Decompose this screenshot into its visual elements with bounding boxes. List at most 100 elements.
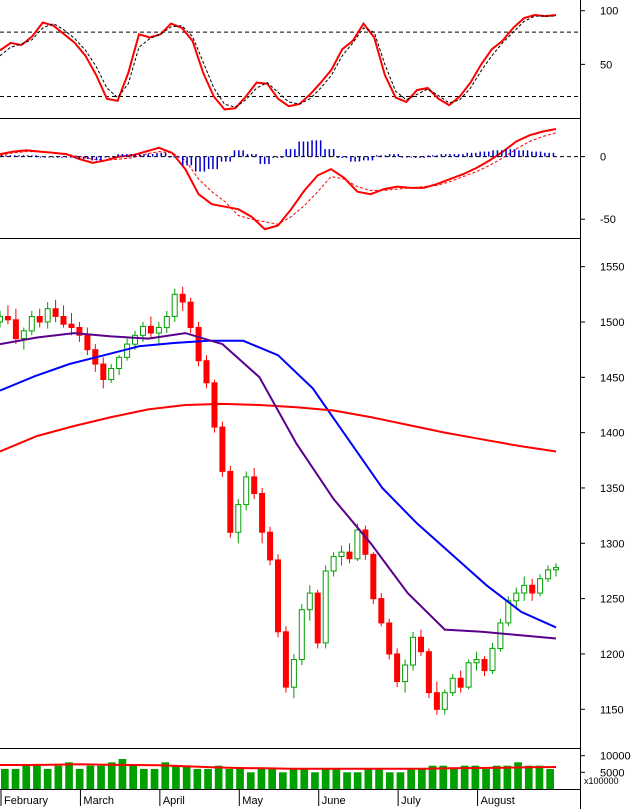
macd-histogram-bar — [259, 156, 262, 165]
price-panel — [0, 286, 559, 715]
price-tick-label: 1350 — [600, 483, 624, 495]
stoch-tick-label: 50 — [600, 59, 612, 71]
macd-histogram-bar — [281, 156, 283, 158]
volume-bar — [225, 769, 234, 789]
macd-histogram-bar — [233, 150, 236, 157]
candle-body — [457, 677, 464, 688]
macd-histogram-bar — [91, 156, 93, 161]
macd-histogram-bar — [87, 156, 89, 160]
moving-average-2 — [0, 332, 557, 640]
macd-histogram-bar — [505, 149, 507, 157]
volume-bar — [140, 769, 148, 789]
macd-histogram-bar — [164, 152, 167, 157]
candle-body — [116, 356, 123, 369]
macd-histogram-bar — [526, 150, 529, 157]
volume-bar — [107, 762, 116, 789]
macd-histogram-bar — [276, 156, 279, 158]
candle-body — [529, 584, 536, 594]
macd-histogram-bar — [160, 152, 162, 157]
macd-histogram-bar — [324, 149, 326, 157]
volume-bar — [75, 769, 84, 789]
macd-histogram-bar — [78, 156, 81, 160]
volume-bar — [246, 772, 255, 789]
macd-histogram-bar — [18, 155, 20, 157]
volume-unit-label: x100000 — [584, 776, 619, 786]
month-label: June — [322, 795, 346, 807]
macd-histogram-bar — [315, 140, 318, 157]
macd-histogram-bar — [173, 156, 175, 158]
macd-histogram-bar — [117, 154, 119, 157]
macd-histogram-bar — [31, 155, 33, 157]
macd-histogram-bar — [544, 152, 546, 157]
moving-average-0 — [0, 339, 557, 629]
volume-panel — [0, 759, 557, 789]
macd-histogram-bar — [246, 154, 249, 157]
volume-tick-label: 5000 — [600, 767, 624, 779]
macd-histogram-bar — [496, 150, 499, 157]
macd-histogram-bar — [143, 154, 145, 157]
volume-bar — [332, 769, 341, 789]
volume-bar — [279, 772, 287, 789]
macd-histogram-bar — [358, 156, 361, 162]
candle-body — [298, 609, 305, 661]
month-label: May — [242, 795, 263, 807]
volume-bar — [343, 772, 351, 789]
candle-body — [163, 316, 170, 329]
macd-histogram-bar — [268, 156, 270, 165]
candle-body — [12, 319, 19, 340]
candle-body — [553, 567, 559, 571]
macd-histogram-bar — [294, 149, 296, 157]
candle-body — [425, 651, 432, 694]
volume-bar — [150, 769, 159, 789]
candle-body — [44, 308, 51, 323]
macd-histogram-bar — [65, 156, 68, 158]
macd-histogram-bar — [410, 156, 412, 158]
volume-bar — [204, 769, 212, 789]
macd-histogram-bar — [380, 155, 382, 157]
candle-body — [473, 659, 480, 664]
candle-body — [362, 529, 369, 555]
macd-histogram-bar — [488, 151, 490, 157]
volume-bar — [22, 765, 31, 789]
candle-body — [28, 316, 35, 332]
macd-histogram-bar — [328, 149, 331, 157]
volume-bar — [11, 769, 20, 789]
candle-body — [338, 551, 345, 557]
candle-body — [36, 316, 43, 323]
macd-histogram-bar — [457, 154, 460, 157]
volume-tick-label: 10000 — [600, 751, 631, 763]
macd-histogram-bar — [121, 154, 124, 157]
macd-histogram-bar — [337, 156, 339, 158]
macd-histogram-bar — [406, 156, 408, 158]
macd-histogram-bar — [432, 155, 434, 157]
macd-histogram-bar — [345, 156, 348, 158]
stochastic-panel — [0, 13, 580, 111]
volume-bar — [418, 769, 426, 789]
price-tick-label: 1300 — [600, 538, 624, 550]
macd-histogram-bar — [5, 155, 7, 157]
volume-bar — [257, 769, 266, 789]
macd-histogram-bar — [156, 152, 158, 157]
price-tick-label: 1200 — [600, 649, 624, 661]
macd-histogram-bar — [212, 156, 214, 170]
volume-bar — [118, 759, 127, 789]
macd-histogram-bar — [126, 154, 128, 157]
macd-panel — [0, 128, 580, 231]
macd-histogram-bar — [539, 151, 542, 157]
macd-histogram-bar — [138, 154, 141, 157]
macd-histogram-bar — [134, 154, 137, 157]
volume-bar — [172, 765, 180, 789]
macd-histogram-bar — [397, 154, 399, 157]
macd-histogram-bar — [466, 152, 468, 157]
macd-histogram-bar — [70, 156, 72, 158]
volume-bar — [97, 765, 105, 789]
volume-bar — [460, 765, 469, 789]
macd-histogram-bar — [449, 154, 451, 157]
macd-histogram-bar — [169, 156, 171, 158]
macd-histogram-bar — [535, 151, 537, 157]
macd-histogram-bar — [548, 152, 550, 157]
macd-histogram-bar — [190, 156, 193, 166]
macd-histogram-bar — [298, 141, 300, 157]
macd-histogram-bar — [225, 156, 227, 162]
